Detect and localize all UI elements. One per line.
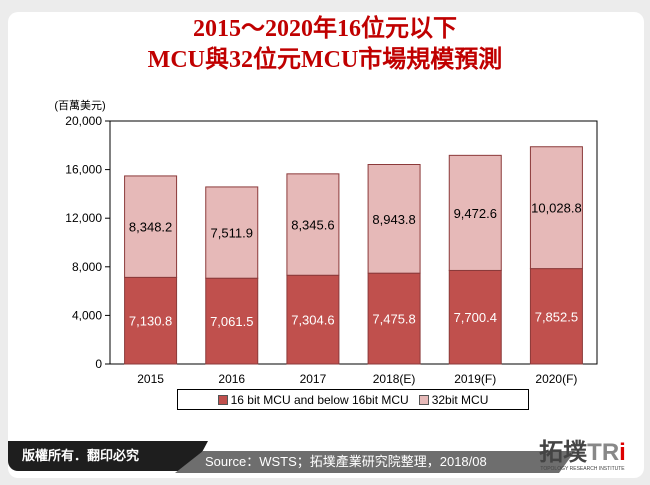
y-axis-label: (百萬美元)	[54, 99, 105, 112]
bar-32bit	[529, 146, 583, 270]
bar-16bit	[286, 274, 340, 365]
bar-16bit	[529, 268, 583, 365]
bar-16bit	[448, 269, 502, 365]
source: Source：WSTS；拓墣產業研究院整理，2018/08	[175, 451, 575, 473]
bar-32bit	[448, 154, 502, 271]
chart-title: 2015～2020年16位元以下 MCU與32位元MCU市場規模預測	[0, 14, 650, 76]
y-tick-label: 12,000	[65, 211, 102, 225]
bar-32bit	[124, 175, 178, 278]
data-label: 7,130.8	[129, 314, 172, 329]
data-label: 9,472.6	[454, 206, 497, 221]
copyright: 版權所有．翻印必究	[8, 441, 208, 471]
data-label: 7,852.5	[535, 309, 578, 324]
bar-32bit	[286, 173, 340, 276]
x-tick-label: 2016	[218, 372, 245, 386]
y-tick-label: 4,000	[72, 308, 102, 322]
bar-16bit	[124, 276, 178, 365]
logo: 拓墣TRi TOPOLOGY RESEARCH INSTITUTE	[539, 439, 626, 473]
y-tick-label: 8,000	[72, 260, 102, 274]
y-tick-label: 0	[95, 357, 102, 371]
data-label: 8,345.6	[291, 218, 334, 233]
bar-16bit	[205, 277, 259, 365]
data-label: 8,943.8	[372, 212, 415, 227]
legend: 16 bit MCU and below 16bit MCU 32bit MCU	[177, 389, 529, 410]
y-tick-label: 20,000	[65, 114, 102, 128]
data-label: 7,700.4	[454, 310, 497, 325]
legend-item-16bit: 16 bit MCU and below 16bit MCU	[217, 393, 409, 407]
data-label: 7,511.9	[211, 226, 253, 241]
y-tick-label: 16,000	[65, 163, 102, 177]
data-label: 7,475.8	[372, 312, 415, 327]
title-line2: MCU與32位元MCU市場規模預測	[147, 47, 503, 73]
data-label: 8,348.2	[129, 220, 172, 235]
x-tick-label: 2020(F)	[535, 372, 577, 386]
title-line1: 2015～2020年16位元以下	[193, 16, 457, 42]
data-label: 7,304.6	[291, 313, 334, 328]
chart: (百萬美元) 0 4,000 8,000 12,000 16,000 20,000 7,130…	[54, 99, 598, 386]
x-tick-label: 2017	[300, 372, 327, 386]
bar-32bit	[205, 186, 259, 279]
data-label: 7,061.5	[210, 314, 253, 329]
x-tick-label: 2019(F)	[454, 372, 496, 386]
legend-item-32bit: 32bit MCU	[418, 393, 488, 407]
plot-area	[109, 120, 598, 365]
bar-32bit	[367, 164, 421, 274]
x-tick-label: 2018(E)	[373, 372, 416, 386]
x-tick-label: 2015	[137, 372, 164, 386]
data-label: 10,028.8	[531, 201, 582, 216]
